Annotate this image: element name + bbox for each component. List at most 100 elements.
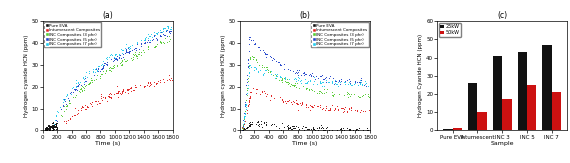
Point — [241, 105, 250, 108]
Point — [267, 73, 276, 75]
Point — [302, 105, 311, 108]
Point — [107, 96, 116, 99]
Point — [290, 84, 299, 86]
Point — [96, 75, 105, 78]
Point — [51, 124, 60, 126]
Point — [253, 119, 262, 122]
Point — [280, 68, 289, 70]
Point — [157, 30, 166, 33]
Point — [245, 36, 254, 39]
Point — [150, 35, 159, 37]
Point — [157, 35, 166, 37]
Point — [292, 68, 301, 71]
Point — [312, 126, 321, 129]
Point — [105, 96, 115, 98]
Point — [42, 128, 51, 131]
Point — [104, 67, 113, 69]
Point — [47, 125, 56, 127]
Point — [76, 87, 86, 89]
Point — [86, 82, 95, 85]
Point — [49, 122, 58, 125]
Point — [113, 57, 122, 60]
Point — [244, 124, 253, 127]
Point — [240, 114, 249, 117]
Point — [166, 28, 176, 31]
Point — [144, 81, 153, 84]
Point — [320, 109, 329, 111]
Point — [364, 84, 373, 87]
Point — [261, 53, 270, 55]
Point — [242, 84, 251, 87]
Point — [259, 122, 268, 125]
Point — [91, 100, 100, 103]
Point — [243, 126, 253, 128]
Point — [118, 56, 127, 58]
Point — [320, 78, 329, 81]
Point — [353, 81, 362, 83]
Point — [51, 122, 60, 124]
Point — [78, 89, 87, 91]
Point — [51, 125, 60, 128]
Point — [128, 57, 137, 60]
Point — [123, 50, 132, 53]
Point — [51, 124, 60, 127]
Point — [67, 115, 76, 118]
Point — [163, 29, 172, 32]
Point — [90, 73, 99, 76]
Point — [243, 74, 252, 77]
Point — [47, 124, 56, 127]
Point — [256, 119, 265, 122]
Point — [57, 108, 66, 110]
Point — [106, 54, 115, 57]
Point — [111, 91, 120, 94]
Point — [261, 123, 270, 126]
Point — [72, 113, 82, 116]
Point — [344, 78, 353, 81]
Point — [139, 85, 148, 87]
Point — [301, 88, 310, 91]
Point — [121, 48, 130, 50]
Point — [42, 127, 51, 129]
Point — [96, 68, 105, 71]
Point — [298, 103, 307, 105]
Point — [49, 124, 58, 126]
Point — [72, 85, 82, 88]
Point — [121, 52, 130, 54]
Point — [277, 76, 286, 79]
Point — [96, 93, 105, 95]
Point — [343, 96, 352, 98]
Point — [239, 123, 249, 125]
Point — [98, 63, 107, 66]
Point — [141, 39, 150, 42]
Point — [306, 80, 315, 82]
Point — [355, 82, 364, 85]
Point — [254, 123, 263, 125]
Point — [313, 104, 322, 107]
Point — [111, 54, 120, 56]
Point — [144, 85, 153, 87]
Point — [310, 90, 319, 92]
Point — [246, 97, 255, 99]
Legend: Pure EVA, Intumescent Composites, INC Composites (3 phr), INC Composites (5 phr): Pure EVA, Intumescent Composites, INC Co… — [44, 22, 101, 47]
Point — [164, 27, 173, 29]
Point — [127, 59, 136, 61]
Point — [290, 127, 299, 130]
Point — [69, 86, 78, 88]
Point — [344, 92, 353, 95]
Point — [257, 90, 266, 93]
Point — [149, 85, 158, 87]
Point — [336, 107, 345, 109]
Point — [117, 90, 126, 93]
Point — [307, 88, 316, 90]
Point — [297, 81, 306, 84]
Point — [243, 83, 252, 86]
Point — [46, 125, 55, 127]
Point — [342, 110, 351, 113]
Point — [324, 81, 333, 84]
Point — [100, 72, 109, 74]
Point — [258, 126, 267, 128]
Point — [47, 126, 56, 129]
Point — [329, 76, 338, 79]
Point — [42, 129, 51, 132]
Point — [42, 127, 51, 130]
